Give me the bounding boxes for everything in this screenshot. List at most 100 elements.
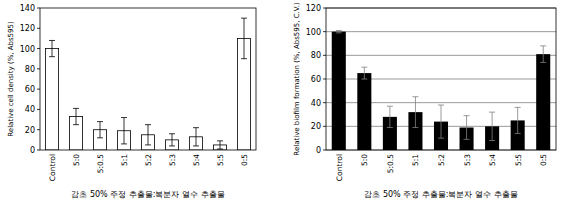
tick [323,150,326,151]
error-cap [169,145,175,146]
figure: 020406080100120140Control5:05:0.55:15:25… [0,0,561,203]
x-axis-label: 감초 50% 주정 추출물:복분자 열수 추출물 [71,190,224,199]
error-line [172,134,173,146]
plot-frame [40,8,256,150]
grid-line [326,55,556,56]
error-line [196,128,197,146]
error-cap [241,18,247,19]
y-axis-label: Relative cell density (%, Abs595) [7,21,15,137]
error-bar [241,18,247,59]
tick-label: 40 [25,105,35,114]
error-line [441,105,442,138]
error-cap [464,115,470,116]
marks [45,18,250,150]
error-bar [121,118,127,144]
tick [323,79,326,80]
tick-label: 80 [311,51,321,60]
error-cap [121,143,127,144]
category-label: Control [335,154,344,181]
tick [37,129,40,130]
bar [332,32,346,150]
error-bar [540,46,546,63]
error-bar [361,67,367,79]
tick [37,150,40,151]
tick-label: 120 [20,24,35,33]
error-cap [515,107,521,108]
tick-label: 20 [25,126,35,135]
error-cap [387,127,393,128]
error-line [52,40,53,56]
error-cap [145,124,151,125]
error-cap [241,58,247,59]
category-label: 5:1 [120,154,129,166]
error-cap [145,144,151,145]
error-cap [193,127,199,128]
error-line [148,125,149,145]
error-cap [464,139,470,140]
error-line [220,141,221,149]
category-label: 5:3 [168,154,177,166]
error-bar [464,116,470,140]
error-bar [438,105,444,138]
category-label: 5:5 [514,154,523,166]
tick [37,68,40,69]
error-cap [540,62,546,63]
error-cap [489,140,495,141]
error-line [466,116,467,140]
error-cap [361,79,367,80]
category-label: 5:0 [360,154,369,166]
category-label: 5:4 [192,154,201,166]
error-cap [515,133,521,134]
tick [37,109,40,110]
tick-label: 60 [311,75,321,84]
error-line [364,67,365,79]
error-cap [97,121,103,122]
category-label: 5:5 [216,154,225,166]
error-cap [412,96,418,97]
tick-label: 100 [20,45,35,54]
marks [332,30,551,150]
category-label: 5:2 [144,154,153,166]
error-cap [361,67,367,68]
category-label: 5:1 [411,154,420,166]
error-cap [217,140,223,141]
category-label: 5:3 [463,154,472,166]
tick [323,55,326,56]
y-axis-label: Relative biofilm formation (%, Abs595, C… [293,2,301,156]
error-bar [97,122,103,138]
error-line [124,118,125,144]
tick-label: 100 [306,28,321,37]
error-cap [217,148,223,149]
error-cap [438,105,444,106]
bar [45,49,58,150]
error-line [100,122,101,138]
tick-label: 0 [316,146,321,155]
error-bar [169,134,175,146]
error-line [244,18,245,59]
tick [37,28,40,29]
tick [37,89,40,90]
error-cap [49,56,55,57]
error-cap [49,40,55,41]
error-bar [49,40,55,56]
chart: 020406080100120140Control5:05:0.55:15:25… [7,4,256,199]
x-axis-label: 감초 50% 주정 추출물:복분자 열수 추출물 [364,190,517,199]
category-label: 5:0 [72,154,81,166]
bar [536,54,550,150]
tick-label: 60 [25,85,35,94]
bar [357,73,371,150]
tick [323,31,326,32]
error-bar [193,128,199,146]
error-bar [73,108,79,124]
grid-line [326,31,556,32]
error-line [415,97,416,128]
error-line [543,46,544,63]
error-line [517,107,518,133]
chart: 020406080100120Control5:05:0.55:15:25:35… [293,2,556,199]
error-line [492,112,493,140]
category-label: Control [48,154,57,181]
tick-label: 40 [311,99,321,108]
error-bar [145,125,151,145]
error-cap [387,106,393,107]
category-label: 5:2 [437,154,446,166]
